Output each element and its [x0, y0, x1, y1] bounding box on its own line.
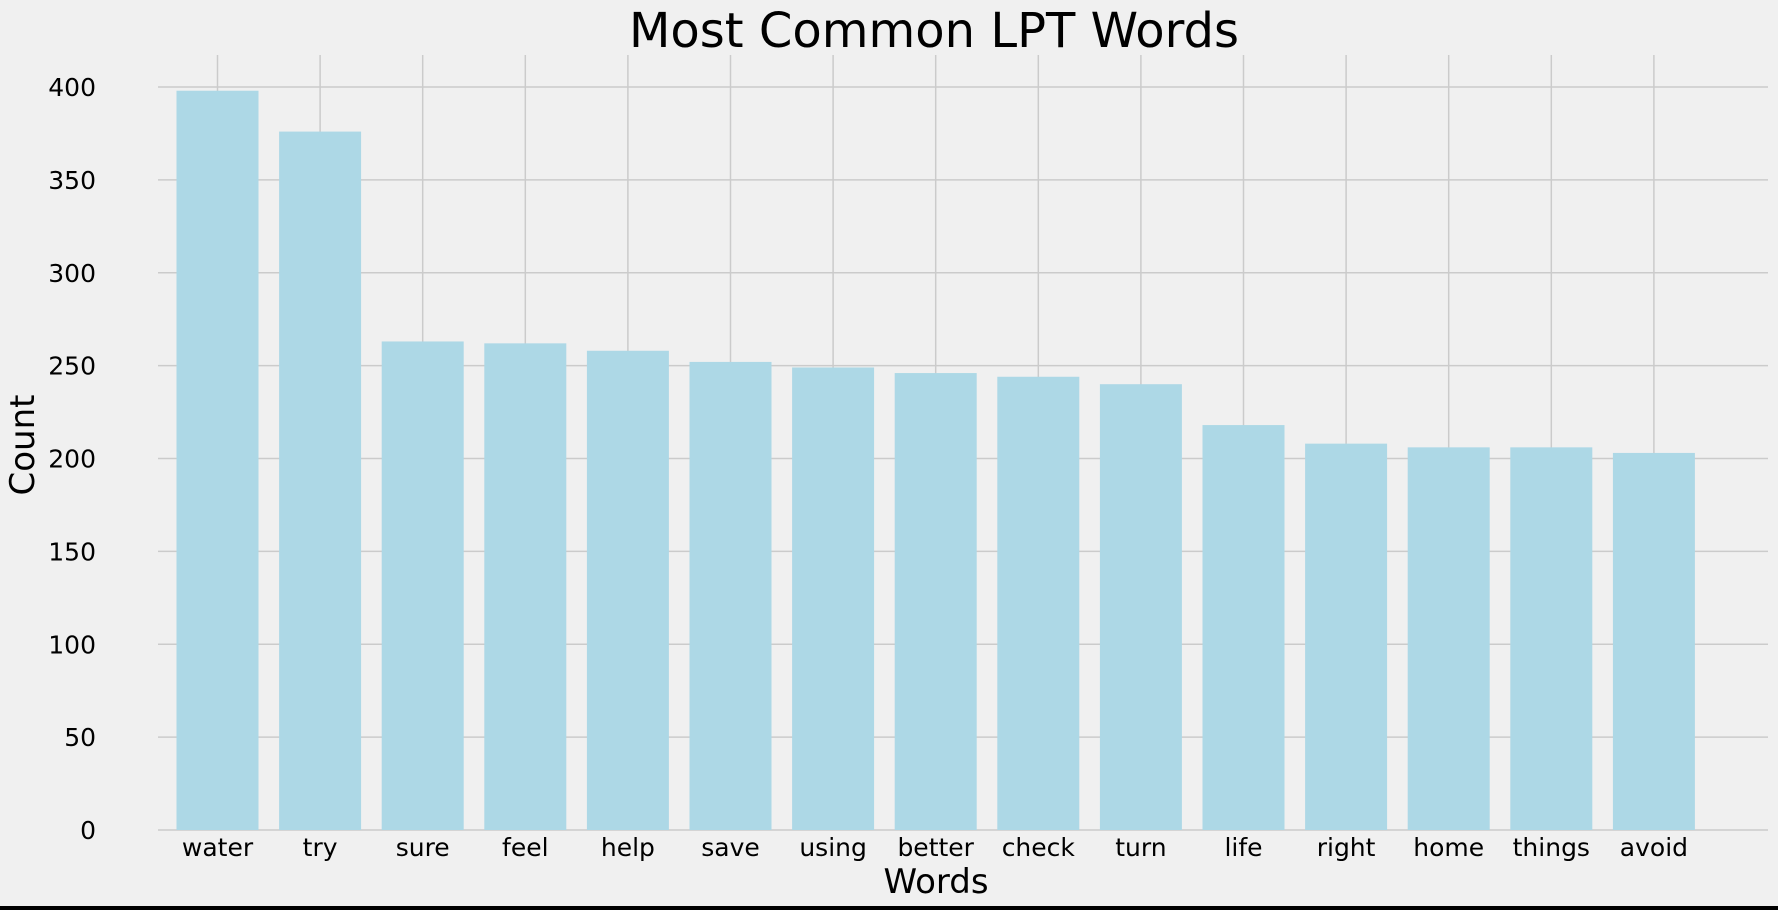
x-tick-labels: water try sure feel help save using better check…	[182, 833, 1688, 862]
bar-avoid	[1612, 452, 1695, 830]
bar-turn	[1099, 384, 1182, 830]
bottom-border	[0, 906, 1778, 910]
y-tick-label: 100	[48, 630, 96, 659]
y-tick-label: 150	[48, 537, 96, 566]
bar-better	[894, 373, 977, 830]
y-tick-label: 350	[48, 166, 96, 195]
bar-try	[279, 131, 362, 830]
bar-home	[1407, 447, 1490, 830]
x-tick-label: using	[799, 833, 867, 862]
y-tick-label: 200	[48, 445, 96, 474]
x-tick-label: turn	[1115, 833, 1166, 862]
x-tick-label: try	[303, 833, 338, 862]
bar-things	[1510, 447, 1593, 830]
bar-check	[997, 376, 1080, 830]
x-tick-label: water	[182, 833, 254, 862]
y-tick-label: 400	[48, 73, 96, 102]
bar-life	[1202, 425, 1285, 830]
chart-title: Most Common LPT Words	[629, 3, 1239, 59]
x-tick-label: help	[601, 833, 655, 862]
x-tick-label: things	[1513, 833, 1590, 862]
bar-feel	[484, 343, 567, 830]
bar-sure	[381, 341, 464, 830]
x-tick-label: life	[1224, 833, 1262, 862]
x-tick-label: sure	[396, 833, 450, 862]
x-tick-label: better	[897, 833, 974, 862]
bar-using	[792, 367, 875, 830]
x-tick-label: feel	[502, 833, 549, 862]
x-axis-label: Words	[883, 862, 988, 902]
y-axis-label: Count	[3, 395, 43, 496]
bar-right	[1305, 443, 1388, 830]
x-tick-label: save	[701, 833, 760, 862]
x-tick-label: home	[1413, 833, 1484, 862]
y-tick-label: 250	[48, 352, 96, 381]
y-tick-labels: 0 50 100 150 200 250 300 350 400	[48, 73, 96, 845]
bar-save	[689, 361, 772, 830]
x-tick-label: avoid	[1620, 833, 1688, 862]
y-tick-label: 0	[80, 816, 96, 845]
bar-water	[176, 90, 259, 831]
x-tick-label: check	[1002, 833, 1076, 862]
bars-layer	[176, 90, 1695, 831]
bar-help	[586, 350, 669, 830]
y-tick-label: 300	[48, 259, 96, 288]
x-tick-label: right	[1317, 833, 1376, 862]
y-tick-label: 50	[64, 723, 96, 752]
